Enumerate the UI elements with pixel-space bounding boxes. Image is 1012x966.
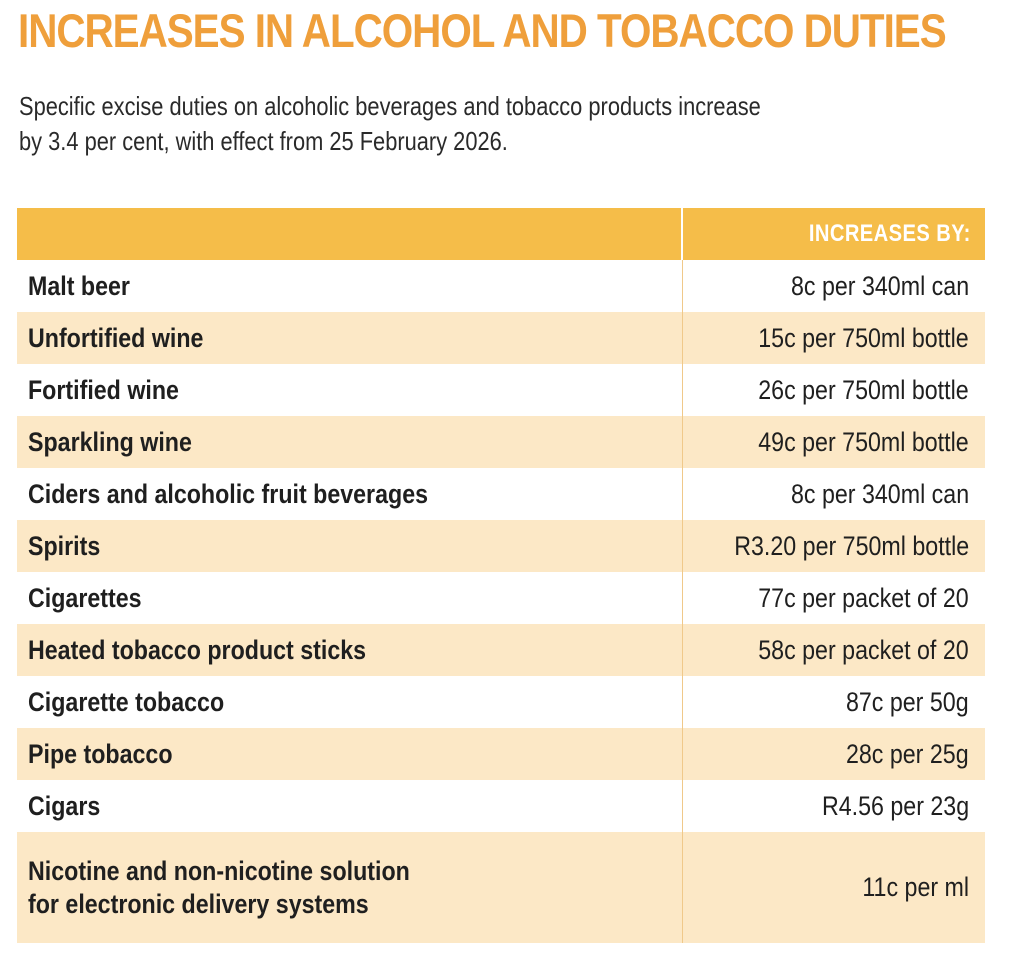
- table-row: Spirits R3.20 per 750ml bottle: [17, 520, 985, 572]
- increase-value: R3.20 per 750ml bottle: [734, 530, 969, 561]
- increase-value: 28c per 25g: [846, 738, 969, 769]
- table-row: Cigars R4.56 per 23g: [17, 780, 985, 832]
- product-name: Unfortified wine: [28, 322, 204, 353]
- product-name: Cigarette tobacco: [28, 686, 225, 717]
- product-name: Spirits: [28, 530, 101, 561]
- table-row: Cigarettes 77c per packet of 20: [17, 572, 985, 624]
- table-row: Ciders and alcoholic fruit beverages 8c …: [17, 468, 985, 520]
- intro-line-1: Specific excise duties on alcoholic beve…: [19, 91, 761, 121]
- increase-value: 11c per ml: [862, 872, 969, 902]
- product-name: Malt beer: [28, 270, 130, 301]
- increase-value: 58c per packet of 20: [758, 634, 969, 665]
- product-cell: Nicotine and non-nicotine solution for e…: [17, 832, 683, 943]
- increase-value: 77c per packet of 20: [758, 582, 969, 613]
- product-cell: Spirits: [17, 520, 683, 572]
- increase-value: 8c per 340ml can: [790, 270, 969, 301]
- increase-value: 49c per 750ml bottle: [758, 426, 969, 457]
- product-name-line-2: for electronic delivery systems: [28, 888, 369, 919]
- intro-paragraph: Specific excise duties on alcoholic beve…: [19, 89, 909, 159]
- product-name: Nicotine and non-nicotine solution for e…: [28, 855, 410, 921]
- increase-cell: 8c per 340ml can: [682, 260, 985, 312]
- product-name-line-1: Nicotine and non-nicotine solution: [28, 855, 410, 886]
- table-row: Unfortified wine 15c per 750ml bottle: [17, 312, 985, 364]
- table-row: Pipe tobacco 28c per 25g: [17, 728, 985, 780]
- header-increases-by-label: INCREASES BY:: [809, 220, 971, 247]
- product-cell: Cigars: [17, 780, 683, 832]
- increase-cell: R4.56 per 23g: [682, 780, 985, 832]
- increase-cell: 87c per 50g: [682, 676, 985, 728]
- header-product: [17, 208, 683, 260]
- header-increases-by: INCREASES BY:: [682, 208, 985, 260]
- product-name: Heated tobacco product sticks: [28, 634, 367, 665]
- increase-cell: 49c per 750ml bottle: [682, 416, 985, 468]
- product-cell: Ciders and alcoholic fruit beverages: [17, 468, 683, 520]
- increase-cell: 77c per packet of 20: [682, 572, 985, 624]
- product-cell: Cigarette tobacco: [17, 676, 683, 728]
- page-title: INCREASES IN ALCOHOL AND TOBACCO DUTIES: [18, 4, 947, 57]
- intro-line-2: by 3.4 per cent, with effect from 25 Feb…: [19, 126, 508, 156]
- product-name: Fortified wine: [28, 374, 179, 405]
- increase-value: 26c per 750ml bottle: [758, 374, 969, 405]
- duties-table: INCREASES BY: Malt beer 8c per 340ml can…: [17, 208, 985, 943]
- product-name: Sparkling wine: [28, 426, 192, 457]
- table-row: Cigarette tobacco 87c per 50g: [17, 676, 985, 728]
- product-name: Pipe tobacco: [28, 738, 173, 769]
- increase-cell: R3.20 per 750ml bottle: [682, 520, 985, 572]
- increase-cell: 28c per 25g: [682, 728, 985, 780]
- increase-value: 15c per 750ml bottle: [758, 322, 969, 353]
- increase-cell: 26c per 750ml bottle: [682, 364, 985, 416]
- product-cell: Cigarettes: [17, 572, 683, 624]
- product-cell: Heated tobacco product sticks: [17, 624, 683, 676]
- product-cell: Malt beer: [17, 260, 683, 312]
- product-cell: Unfortified wine: [17, 312, 683, 364]
- product-cell: Pipe tobacco: [17, 728, 683, 780]
- increase-cell: 8c per 340ml can: [682, 468, 985, 520]
- table-row: Fortified wine 26c per 750ml bottle: [17, 364, 985, 416]
- product-cell: Fortified wine: [17, 364, 683, 416]
- increase-cell: 11c per ml: [682, 832, 985, 943]
- product-name: Cigarettes: [28, 582, 142, 613]
- table-row: Heated tobacco product sticks 58c per pa…: [17, 624, 985, 676]
- table-row: Malt beer 8c per 340ml can: [17, 260, 985, 312]
- table-row: Nicotine and non-nicotine solution for e…: [17, 832, 985, 943]
- product-name: Ciders and alcoholic fruit beverages: [28, 478, 429, 509]
- increase-value: R4.56 per 23g: [821, 790, 969, 821]
- table-row: Sparkling wine 49c per 750ml bottle: [17, 416, 985, 468]
- product-name: Cigars: [28, 790, 101, 821]
- product-cell: Sparkling wine: [17, 416, 683, 468]
- table-header-row: INCREASES BY:: [17, 208, 985, 260]
- increase-value: 87c per 50g: [846, 686, 969, 717]
- increase-cell: 15c per 750ml bottle: [682, 312, 985, 364]
- increase-cell: 58c per packet of 20: [682, 624, 985, 676]
- increase-value: 8c per 340ml can: [790, 478, 969, 509]
